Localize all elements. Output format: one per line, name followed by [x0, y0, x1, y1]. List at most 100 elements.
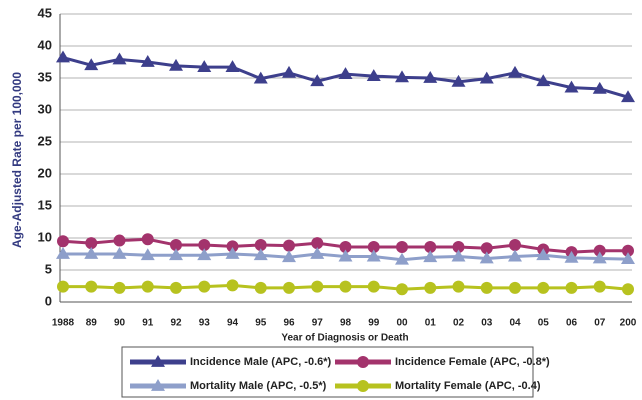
y-tick-label: 20: [38, 165, 52, 180]
data-point: [311, 280, 324, 293]
data-point: [593, 280, 606, 293]
data-point: [564, 250, 579, 263]
x-tick-label: 89: [86, 318, 98, 329]
y-tick-label: 0: [45, 293, 52, 308]
legend-box: [121, 346, 534, 398]
data-point: [140, 248, 155, 261]
data-point: [592, 251, 607, 264]
x-tick-label: 97: [312, 318, 324, 329]
data-point: [536, 74, 551, 87]
data-point: [113, 234, 126, 247]
data-point: [508, 65, 522, 78]
data-point: [113, 281, 126, 294]
data-point: [621, 90, 635, 103]
data-point: [565, 281, 578, 294]
data-point: [452, 280, 465, 293]
data-point: [169, 248, 183, 261]
data-point: [253, 248, 268, 261]
data-point: [339, 280, 352, 293]
data-point: [226, 279, 239, 292]
data-point: [198, 239, 211, 252]
legend-marker: [151, 379, 165, 391]
data-point: [622, 283, 634, 296]
x-tick-label: 07: [594, 318, 606, 329]
data-point: [509, 281, 521, 294]
data-point: [169, 58, 183, 71]
x-tick-label: 03: [481, 318, 493, 329]
x-tick-label: 02: [453, 318, 465, 329]
data-point: [57, 235, 69, 248]
y-tick-label: 35: [38, 69, 52, 84]
data-point: [480, 242, 493, 255]
data-point: [85, 237, 98, 250]
data-point: [424, 240, 437, 253]
data-point: [508, 249, 522, 262]
data-point: [366, 69, 381, 81]
data-point: [254, 239, 267, 252]
x-tick-label: 01: [425, 318, 437, 329]
legend-label: Mortality Male (APC, -0.5*): [190, 380, 327, 392]
data-point: [282, 250, 296, 263]
data-point: [310, 74, 325, 87]
data-point: [423, 250, 438, 263]
data-point: [170, 281, 182, 294]
x-tick-label: 90: [114, 318, 126, 329]
data-point: [451, 74, 466, 87]
legend-marker: [357, 380, 369, 392]
data-point: [564, 80, 579, 93]
data-point: [622, 244, 634, 257]
data-point: [56, 247, 70, 259]
x-tick-label: 06: [566, 318, 578, 329]
x-tick-label: 93: [199, 318, 211, 329]
legend-label: Incidence Female (APC, -0.8*): [395, 356, 550, 368]
x-tick-label: 05: [538, 318, 550, 329]
data-point: [396, 240, 408, 253]
data-point: [197, 60, 212, 73]
data-point: [451, 249, 466, 262]
x-tick-label: 92: [170, 318, 182, 329]
x-tick-label: 200: [620, 318, 637, 329]
data-point: [479, 71, 494, 84]
x-tick-label: 94: [227, 318, 239, 329]
data-point: [424, 281, 437, 294]
data-point: [197, 248, 212, 261]
x-tick-label: 04: [509, 318, 521, 329]
data-point: [226, 240, 239, 253]
data-point: [395, 252, 409, 265]
legend-label: Mortality Female (APC, -0.4): [395, 380, 541, 392]
data-point: [311, 237, 324, 250]
data-point: [592, 81, 607, 94]
data-point: [423, 71, 438, 83]
data-point: [253, 71, 268, 84]
data-point: [84, 247, 99, 259]
data-point: [112, 247, 127, 259]
data-point: [367, 280, 380, 293]
x-axis-label: Year of Diagnosis or Death: [281, 333, 408, 344]
data-point: [310, 247, 325, 259]
data-point: [339, 240, 352, 253]
data-point: [140, 55, 155, 67]
x-tick-label: 99: [368, 318, 380, 329]
data-point: [84, 58, 99, 71]
data-point: [283, 239, 295, 252]
data-point: [85, 280, 98, 293]
data-point: [366, 249, 381, 262]
data-point: [338, 67, 353, 80]
data-point: [283, 281, 295, 294]
x-tick-label: 1988: [52, 318, 75, 329]
y-tick-label: 15: [38, 197, 52, 212]
x-tick-label: 98: [340, 318, 352, 329]
data-point: [338, 249, 353, 262]
data-point: [282, 65, 296, 78]
data-point: [225, 60, 240, 73]
y-tick-label: 40: [38, 37, 52, 52]
data-point: [536, 248, 551, 261]
data-point: [367, 240, 380, 253]
y-tick-label: 45: [38, 5, 52, 20]
data-point: [479, 251, 494, 264]
data-point: [509, 239, 521, 252]
data-point: [396, 283, 408, 296]
data-point: [56, 50, 70, 63]
data-point: [480, 281, 493, 294]
x-tick-label: 91: [142, 318, 154, 329]
